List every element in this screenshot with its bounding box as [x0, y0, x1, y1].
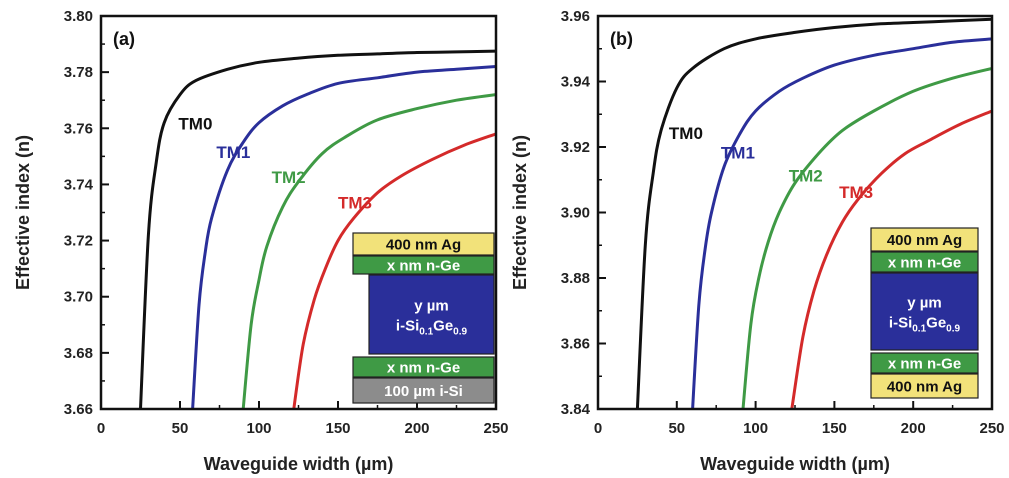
series-group	[139, 49, 496, 409]
stack-layer	[352, 377, 495, 404]
series-line-tm3	[790, 109, 992, 409]
chart-panel-a: 0 50 100 150 200 250 3.66 3.68 3.70 3.72 3.74 3.76 3…	[13, 8, 509, 474]
stack-layer	[870, 352, 979, 374]
y-tick-label-3-94: 3.94	[561, 74, 591, 91]
x-axis-label: Waveguide width (µm)	[700, 454, 890, 474]
series-line-tm3	[292, 132, 496, 409]
x-tick-label-200: 200	[901, 420, 926, 437]
series-line-tm0	[139, 49, 496, 409]
stack-layer	[352, 232, 495, 256]
curve-label-tm1: TM1	[721, 143, 755, 162]
series-group	[635, 17, 992, 409]
y-tick-label-3-92: 3.92	[561, 139, 590, 156]
series-line-tm0	[635, 17, 992, 409]
x-axis-label: Waveguide width (µm)	[204, 454, 394, 474]
y-tick-label-3-68: 3.68	[64, 345, 93, 362]
curve-label-tm0: TM0	[669, 124, 703, 143]
y-axis-label: Effective index (n)	[13, 135, 33, 290]
chart-panel-b: 0 50 100 150 200 250 3.84 3.86 3.88 3.90 3.92 3.94 3…	[510, 8, 1005, 474]
stack-layer-label: y µm	[414, 298, 449, 315]
x-tick-label-100: 100	[743, 420, 768, 437]
y-tick-label-3-66: 3.66	[64, 401, 93, 418]
stack-layer	[870, 251, 979, 273]
y-tick-label-3-96: 3.96	[561, 8, 590, 25]
curve-label-tm3: TM3	[338, 193, 372, 212]
x-tick-label-250: 250	[483, 420, 508, 437]
x-tick-label-200: 200	[404, 420, 429, 437]
curve-label-tm3: TM3	[839, 183, 873, 202]
stack-layer	[352, 255, 495, 275]
y-tick-label-3-76: 3.76	[64, 120, 93, 137]
stack-layer-label: 400 nm Ag	[887, 232, 962, 249]
curve-label-tm1: TM1	[216, 143, 250, 162]
y-axis-label: Effective index (n)	[510, 135, 530, 290]
y-tick-label-3-70: 3.70	[64, 289, 93, 306]
stack-layer	[870, 227, 979, 252]
series-line-tm2	[741, 66, 992, 409]
stack-layer-composition: i-Si0.1Ge0.9	[396, 318, 468, 338]
stack-layer-label: x nm n-Ge	[888, 356, 961, 373]
stack-layer	[870, 373, 979, 399]
x-tick-label-100: 100	[246, 420, 271, 437]
series-line-tm2	[241, 93, 496, 409]
layer-stack-inset: 400 nm Ag x nm n-Ge y µm i-Si0.1Ge0.9 x nm n…	[870, 227, 979, 399]
stack-layer-label: 400 nm Ag	[887, 379, 962, 396]
panel-label: (b)	[610, 29, 633, 49]
stack-layer	[368, 274, 495, 355]
curve-label-tm2: TM2	[789, 166, 823, 185]
curve-label-tm2: TM2	[272, 168, 306, 187]
stack-layer-label: x nm n-Ge	[387, 360, 460, 377]
y-tick-label-3-80: 3.80	[64, 8, 93, 25]
y-tick-label-3-72: 3.72	[64, 233, 93, 250]
x-tick-label-0: 0	[97, 420, 105, 437]
stack-layer-label: x nm n-Ge	[387, 258, 460, 275]
stack-layer-label: y µm	[907, 295, 942, 312]
x-tick-label-50: 50	[172, 420, 189, 437]
stack-layer-label: 100 µm i-Si	[384, 383, 463, 400]
stack-layer-composition: i-Si0.1Ge0.9	[889, 315, 961, 335]
stack-layer-label: x nm n-Ge	[888, 255, 961, 272]
y-tick-label-3-88: 3.88	[561, 270, 590, 287]
stack-layer-label: 400 nm Ag	[386, 237, 461, 254]
x-tick-label-150: 150	[822, 420, 847, 437]
series-line-tm1	[191, 65, 496, 409]
x-tick-label-0: 0	[594, 420, 602, 437]
layer-stack-inset: 400 nm Ag x nm n-Ge y µm i-Si0.1Ge0.9 x nm n…	[352, 232, 495, 404]
stack-layer	[870, 272, 979, 351]
y-tick-label-3-74: 3.74	[64, 176, 94, 193]
y-tick-label-3-90: 3.90	[561, 205, 590, 222]
curve-label-tm0: TM0	[178, 115, 212, 134]
x-tick-label-250: 250	[979, 420, 1004, 437]
y-tick-label-3-84: 3.84	[561, 401, 591, 418]
stack-layer	[352, 356, 495, 378]
x-tick-label-150: 150	[325, 420, 350, 437]
y-tick-label-3-78: 3.78	[64, 64, 93, 81]
y-tick-label-3-86: 3.86	[561, 336, 590, 353]
panel-label: (a)	[113, 29, 135, 49]
x-tick-label-50: 50	[668, 420, 685, 437]
series-line-tm1	[691, 37, 992, 409]
